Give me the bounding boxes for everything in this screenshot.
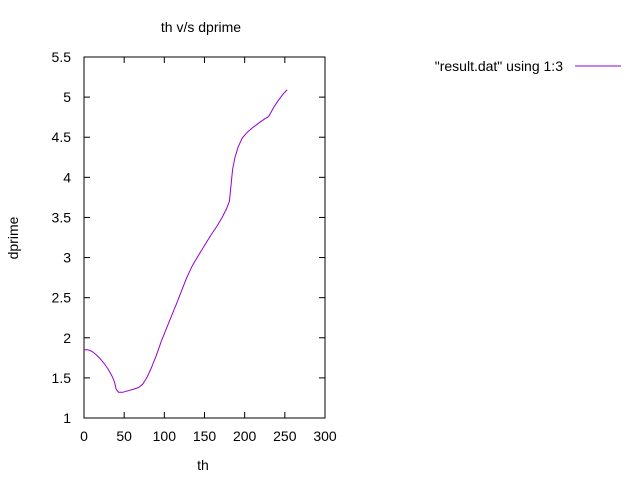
- y-tick-label-9: 5.5: [52, 49, 72, 65]
- y-tick-label-7: 4.5: [52, 129, 72, 145]
- x-tick-label-6: 300: [313, 428, 337, 444]
- legend: "result.dat" using 1:3: [435, 58, 621, 74]
- y-tick-label-5: 3.5: [52, 209, 72, 225]
- legend-label: "result.dat" using 1:3: [435, 58, 563, 74]
- x-tick-label-0: 0: [80, 428, 88, 444]
- y-axis-title: dprime: [5, 216, 21, 259]
- y-tick-label-3: 2.5: [52, 290, 72, 306]
- y-tick-label-8: 5: [63, 89, 71, 105]
- x-tick-label-3: 150: [193, 428, 217, 444]
- x-tick-label-5: 250: [273, 428, 297, 444]
- y-tick-label-2: 2: [63, 330, 71, 346]
- x-tick-label-4: 200: [233, 428, 257, 444]
- x-tick-label-2: 100: [153, 428, 177, 444]
- plot-area-border: [83, 56, 326, 419]
- y-tick-label-0: 1: [63, 410, 71, 426]
- series-layer: [84, 89, 288, 393]
- series-line-0: [84, 89, 288, 393]
- x-axis-title: th: [197, 457, 209, 473]
- y-tick-label-6: 4: [63, 169, 71, 185]
- axis-ticks: [83, 56, 326, 419]
- chart-title: th v/s dprime: [161, 19, 241, 35]
- x-tick-label-1: 50: [116, 428, 132, 444]
- tick-labels: 0 50 100 150 200 250 300 1 1.5 2 2.5 3 3.5 4 4.5 5 5.5: [52, 49, 337, 444]
- y-tick-label-1: 1.5: [52, 370, 72, 386]
- y-tick-label-4: 3: [63, 250, 71, 266]
